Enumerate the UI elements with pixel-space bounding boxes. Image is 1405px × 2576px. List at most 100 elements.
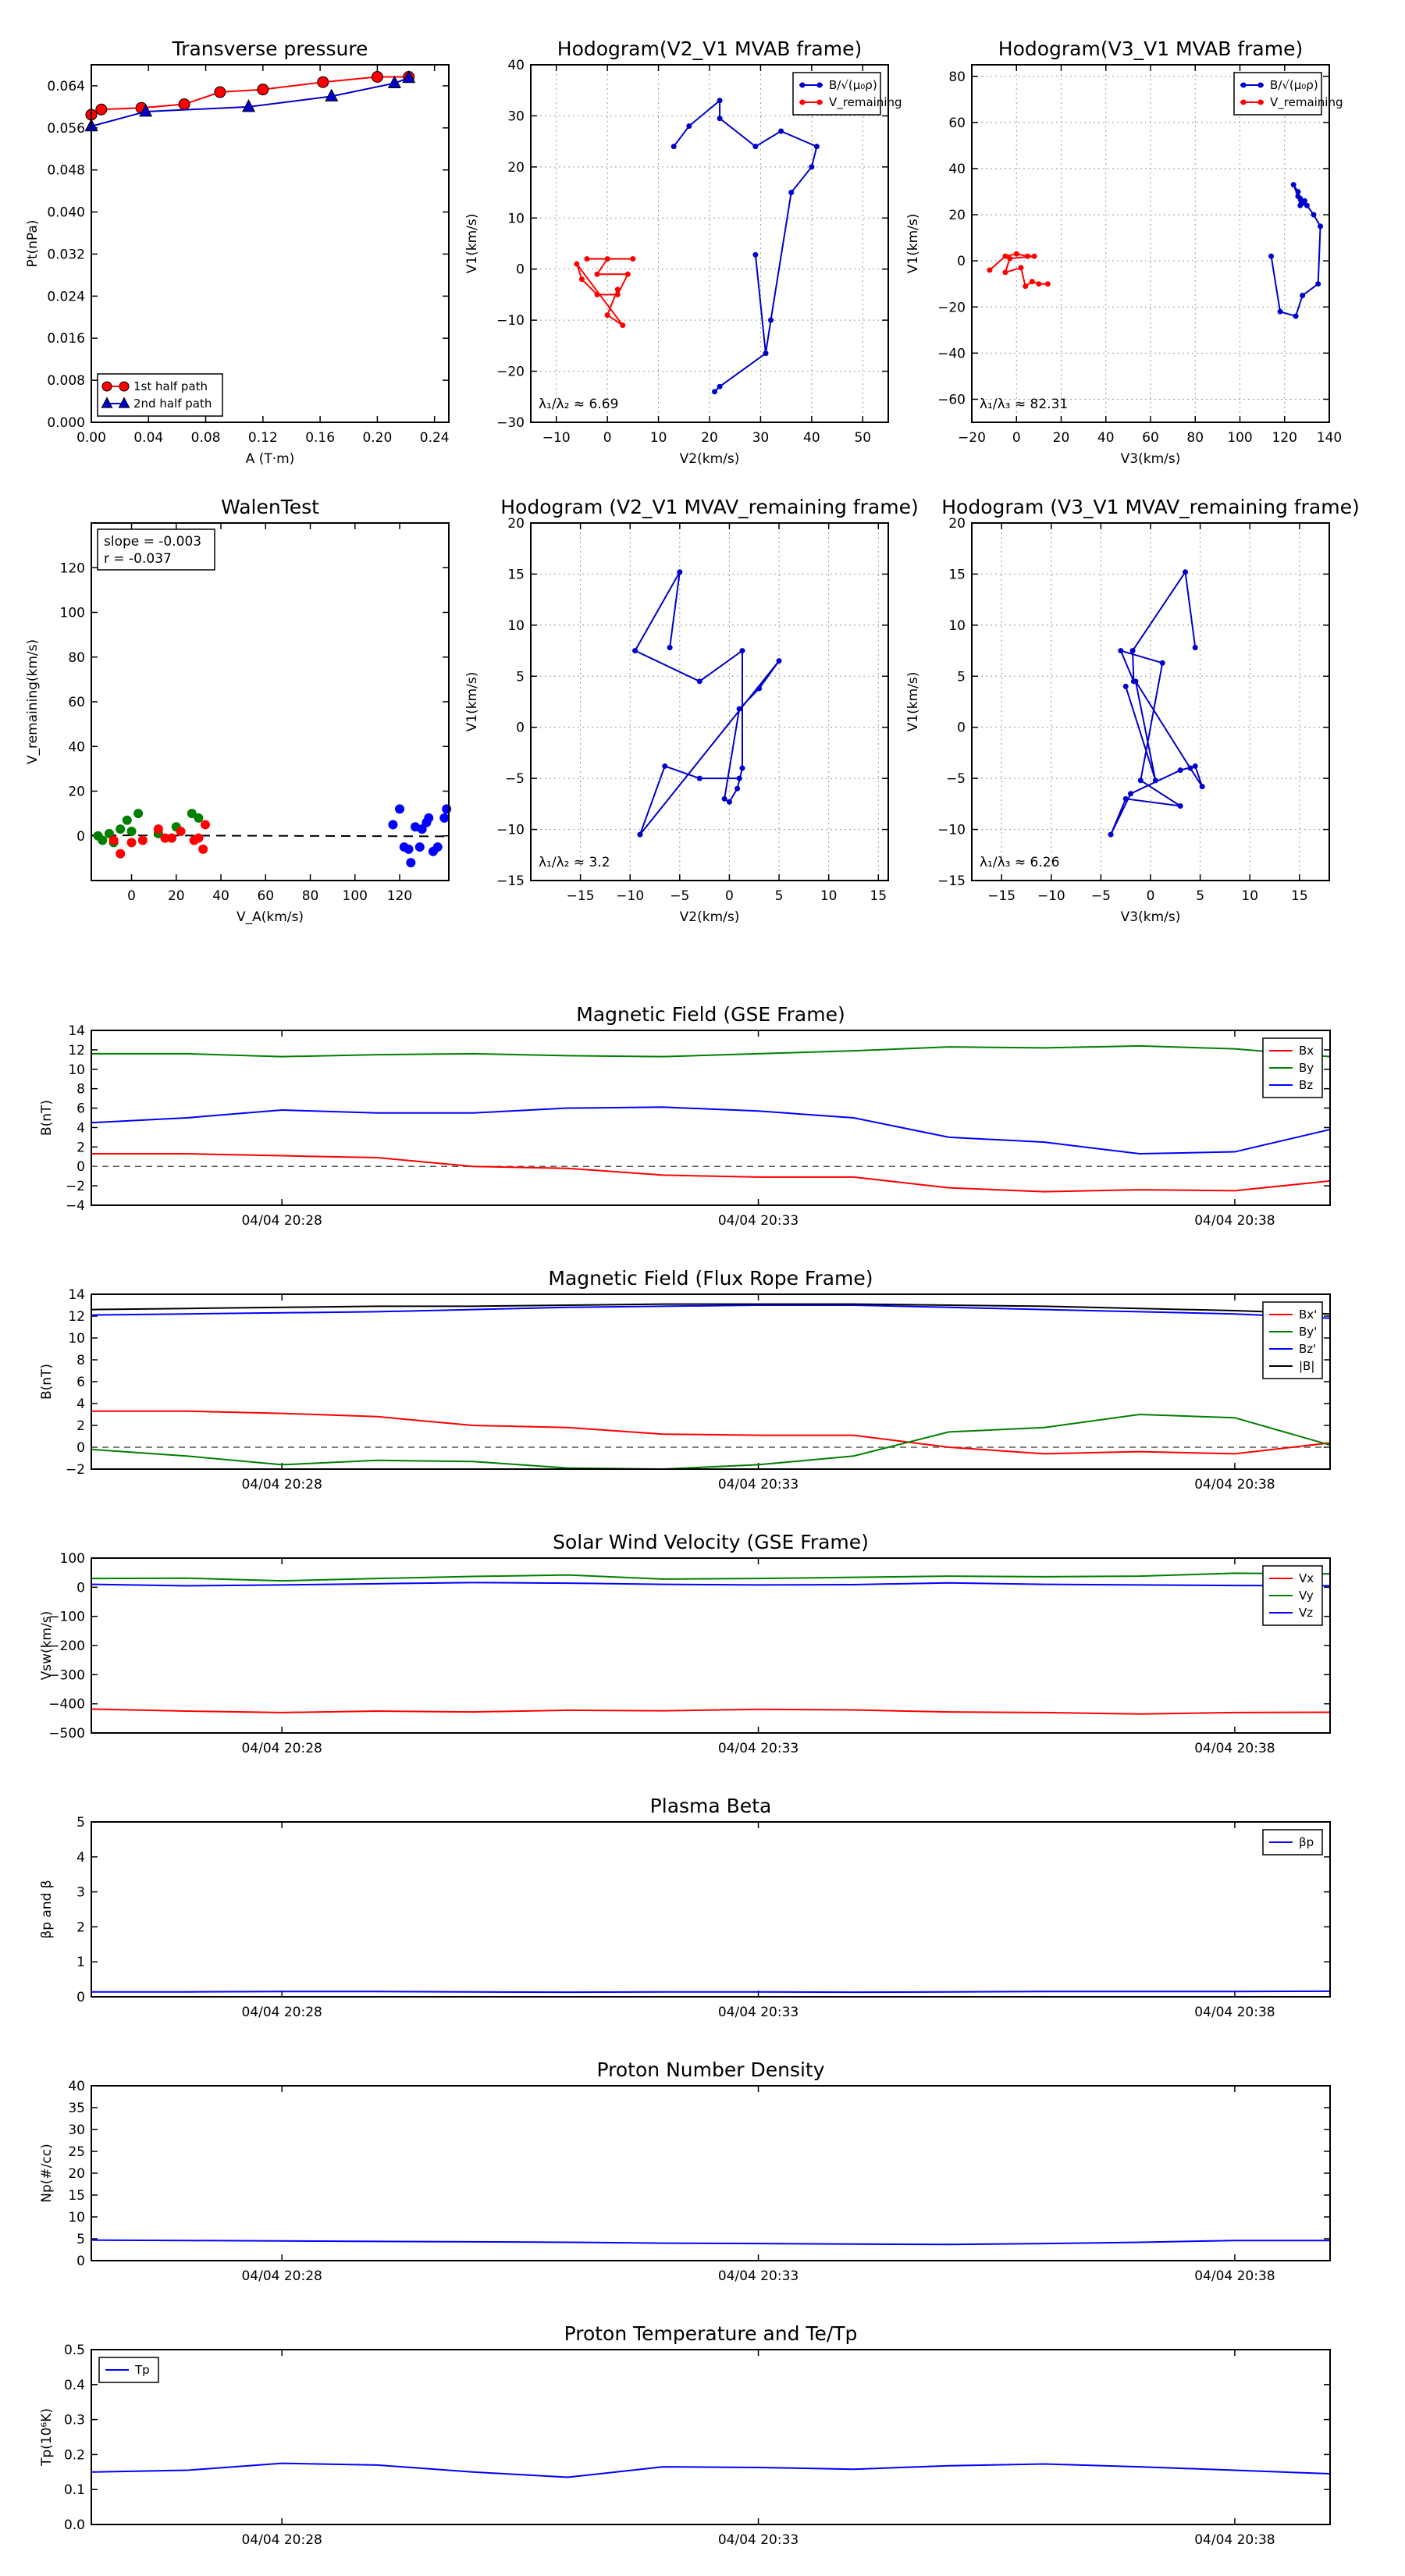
legend-label: |B|	[1299, 1359, 1314, 1373]
data-point	[1302, 197, 1308, 204]
data-point	[194, 813, 204, 823]
legend: Bx' By' Bz' |B|	[1262, 1301, 1323, 1379]
legend-box	[1233, 72, 1322, 116]
y-tick-label: 0	[957, 254, 966, 269]
data-point	[712, 389, 718, 395]
data-point	[1031, 253, 1037, 259]
data-point	[1183, 569, 1189, 575]
data-point	[214, 86, 226, 98]
data-point	[752, 144, 759, 150]
series-line	[91, 1303, 1331, 1315]
series-1	[91, 1413, 1331, 1471]
y-tick-label: 60	[948, 116, 966, 131]
data-point	[630, 256, 636, 262]
y-tick-label: 10	[68, 1331, 85, 1347]
legend-label: Bz	[1299, 1078, 1313, 1092]
legend: Bx By Bz	[1262, 1037, 1323, 1098]
y-tick-label: 15	[948, 567, 966, 582]
y-tick-label: 0	[516, 720, 525, 736]
data-point	[1300, 292, 1306, 298]
x-tick-label: −10	[1037, 888, 1065, 904]
data-point	[620, 322, 626, 329]
data-point	[1002, 269, 1008, 276]
series-0	[93, 809, 204, 848]
y-tick-label: 10	[68, 1062, 85, 1078]
legend-label: Vx	[1299, 1571, 1314, 1585]
y-tick-label: −100	[48, 1610, 85, 1625]
data-point	[624, 271, 631, 277]
data-point	[387, 75, 401, 89]
legend-marker	[118, 397, 130, 408]
chart-ts3: Solar Wind Velocity (GSE Frame) −500 −400 −…	[39, 1531, 1331, 1756]
data-point	[987, 267, 993, 273]
annotation-text: λ₁/λ₂ ≈ 3.2	[539, 855, 610, 870]
y-tick-label: 0.032	[47, 247, 85, 262]
x-tick-label: 0	[1147, 888, 1155, 904]
y-tick-label: 0.048	[47, 163, 85, 179]
legend-marker	[816, 82, 823, 88]
y-tick-label: 0.008	[47, 373, 85, 389]
data-point	[439, 813, 450, 823]
x-tick-label: −10	[616, 888, 644, 904]
data-point	[388, 820, 398, 830]
y-tick-label: −15	[496, 873, 525, 889]
legend-label: Bx'	[1299, 1308, 1317, 1322]
data-point	[1315, 281, 1321, 287]
data-point	[726, 799, 732, 805]
data-point	[1159, 660, 1165, 666]
data-point	[1295, 193, 1301, 199]
x-tick-label: 30	[752, 430, 770, 446]
plot-frame	[530, 64, 889, 423]
annotation-text: λ₁/λ₂ ≈ 6.69	[539, 397, 618, 412]
chart-title: Proton Number Density	[597, 2058, 825, 2081]
data-point	[813, 144, 820, 150]
data-point	[735, 785, 741, 792]
x-tick-label: −15	[987, 888, 1016, 904]
y-tick-label: 15	[507, 567, 525, 582]
data-point	[717, 98, 723, 104]
series-line	[91, 2462, 1331, 2478]
data-point	[788, 190, 795, 196]
chart-ts5: Proton Number Density 0 5 10 15 20 25 30 35 40 04/…	[39, 2058, 1331, 2284]
legend-marker	[101, 381, 112, 392]
data-point	[696, 775, 702, 781]
data-point	[752, 251, 759, 258]
x-tick-label: −20	[958, 430, 986, 446]
legend: B/√(μ₀ρ) V_remaining	[792, 72, 902, 116]
y-tick-label: 5	[76, 2232, 85, 2247]
y-axis-label: Vsw(km/s)	[39, 1611, 55, 1681]
y-tick-label: 20	[507, 516, 525, 532]
y-tick-label: 0	[76, 1159, 85, 1175]
series-line	[91, 1153, 1331, 1193]
legend-label: Tp	[134, 2363, 150, 2377]
chart-ts4: Plasma Beta 0 1 2 3 4 5 04/04 20:28 04/04 20:33 0…	[39, 1795, 1331, 2020]
series-line	[1270, 184, 1321, 318]
data-point	[763, 350, 769, 357]
series-1	[574, 256, 636, 329]
y-tick-label: 35	[68, 2101, 85, 2116]
series-line	[91, 1708, 1331, 1715]
data-point	[1199, 784, 1205, 790]
x-tick-label: 04/04 20:33	[718, 1213, 799, 1229]
x-tick-label: 60	[257, 888, 274, 904]
x-axis-label: V3(km/s)	[1121, 909, 1181, 925]
data-point	[604, 256, 610, 262]
x-tick-label: 0.24	[420, 430, 450, 446]
y-axis-label: βp and β	[39, 1880, 55, 1938]
series-2	[388, 804, 452, 868]
series-0	[1108, 569, 1205, 838]
series-line	[91, 1413, 1331, 1471]
x-tick-label: 120	[387, 888, 412, 904]
y-tick-label: 4	[76, 1120, 85, 1136]
y-axis-label: Np(#/cc)	[39, 2144, 55, 2202]
chart-h1: Hodogram(V2_V1 MVAB frame) −30 −20 −10 0 10 20…	[464, 37, 902, 467]
data-point	[736, 775, 742, 781]
data-point	[194, 833, 204, 843]
data-point	[1318, 223, 1324, 229]
data-point	[584, 256, 590, 262]
legend-label: Bz'	[1299, 1342, 1316, 1356]
data-point	[1293, 313, 1299, 319]
y-tick-label: −400	[48, 1697, 85, 1713]
data-point	[578, 276, 585, 283]
x-axis-label: V2(km/s)	[680, 909, 740, 925]
